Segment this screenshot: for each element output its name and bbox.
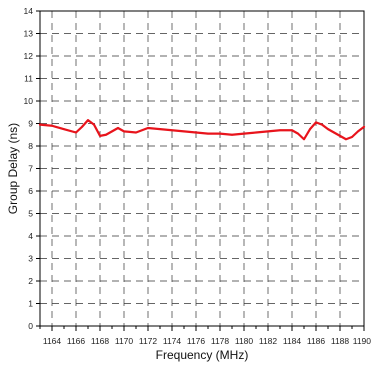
data-point [93, 123, 95, 126]
grid-lines [40, 11, 364, 326]
y-tick-label: 1 [28, 299, 33, 309]
data-point [243, 132, 245, 135]
data-point [111, 130, 113, 133]
x-tick-label: 1182 [259, 336, 278, 346]
data-point [267, 130, 269, 133]
data-point [297, 132, 299, 135]
y-tick-label: 6 [28, 186, 33, 196]
y-tick-label: 11 [24, 74, 33, 84]
data-point [195, 131, 197, 134]
data-point [99, 134, 101, 137]
data-point [327, 128, 329, 131]
data-point [159, 128, 161, 131]
y-tick-label: 14 [24, 6, 34, 16]
data-point [123, 130, 125, 133]
data-point [333, 131, 335, 134]
data-point [183, 130, 185, 133]
y-tick-label: 9 [28, 119, 33, 129]
data-point [315, 121, 317, 124]
data-point [207, 132, 209, 135]
data-point [39, 123, 41, 126]
x-tick-label: 1172 [139, 336, 158, 346]
x-tick-label: 1170 [115, 336, 134, 346]
y-tick-label: 7 [28, 164, 33, 174]
x-tick-label: 1168 [91, 336, 110, 346]
y-axis-title: Group Delay (ns) [6, 123, 20, 214]
y-tick-label: 10 [24, 96, 34, 106]
data-point [81, 125, 83, 128]
x-tick-label: 1186 [307, 336, 326, 346]
data-point [231, 133, 233, 136]
data-point [345, 138, 347, 141]
x-tick-label: 1174 [163, 336, 182, 346]
data-point [117, 127, 119, 129]
x-tick-label: 1184 [283, 336, 302, 346]
x-tick-label: 1176 [187, 336, 206, 346]
data-point [363, 125, 365, 128]
data-point [63, 128, 65, 131]
x-tick-label: 1166 [67, 336, 86, 346]
y-tick-label: 13 [24, 29, 34, 39]
data-point [135, 131, 137, 134]
data-point [303, 138, 305, 141]
y-tick-label: 8 [28, 141, 33, 151]
data-point [351, 136, 353, 138]
x-tick-label: 1180 [235, 336, 254, 346]
y-tick-label: 5 [28, 209, 33, 219]
data-point [87, 119, 89, 122]
series-line-0 [38, 119, 366, 141]
data-point [321, 123, 323, 126]
x-axis-title: Frequency (MHz) [156, 348, 249, 362]
data-point [255, 131, 257, 134]
data-point [309, 128, 311, 131]
y-tick-label: 0 [28, 321, 33, 331]
x-tick-label: 1178 [211, 336, 230, 346]
y-tick-label: 4 [28, 231, 33, 241]
data-point [75, 131, 77, 134]
data-point [339, 134, 341, 137]
data-point [51, 124, 53, 127]
x-tick-label: 1164 [43, 336, 62, 346]
y-tick-label: 3 [28, 254, 33, 264]
x-tick-label: 1188 [331, 336, 350, 346]
x-tick-labels: 1164 1166 1168 1170 1172 1174 1176 1178 1180 1182… [43, 336, 371, 346]
x-tick-label: 1190 [353, 336, 372, 346]
series-layer [38, 119, 366, 141]
data-point [219, 132, 221, 135]
data-point [171, 129, 173, 132]
data-point [105, 133, 107, 136]
data-point [357, 130, 359, 133]
y-tick-label: 12 [24, 51, 34, 61]
axis-ticks [36, 10, 365, 331]
data-point [291, 129, 293, 132]
data-point [147, 127, 149, 129]
data-point [279, 129, 281, 132]
y-tick-label: 2 [28, 276, 33, 286]
